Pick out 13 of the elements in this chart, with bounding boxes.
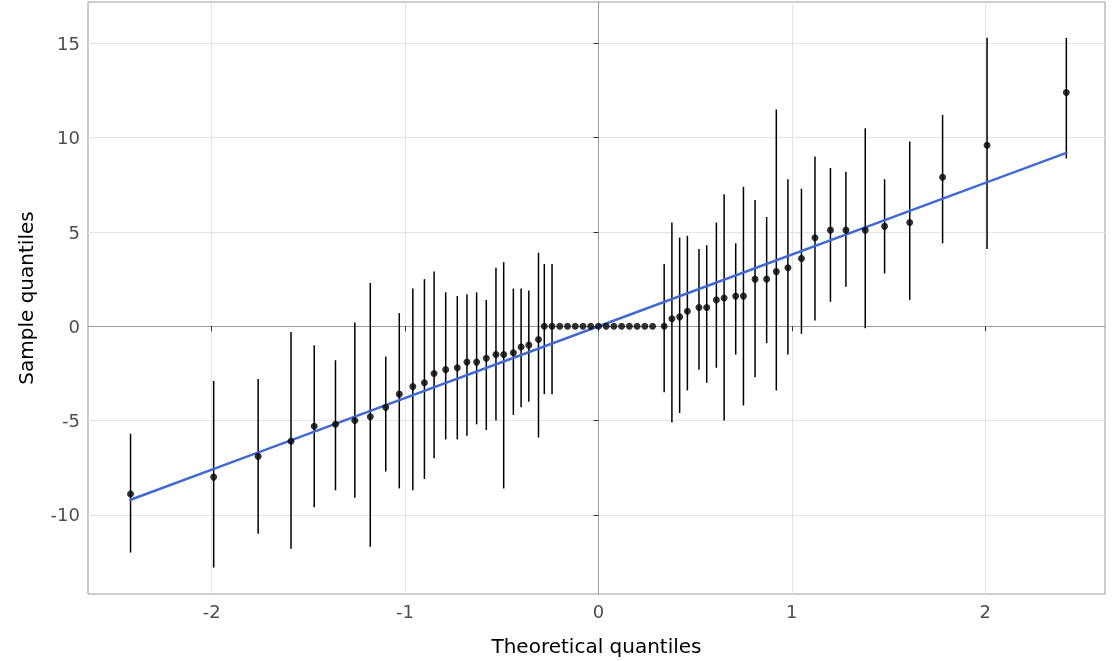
y-tick-label: -5 — [62, 410, 80, 432]
x-tick-label: 1 — [786, 600, 798, 622]
x-axis-title: Theoretical quantiles — [490, 634, 702, 658]
x-tick-label: -2 — [202, 600, 221, 622]
y-tick-label: -10 — [50, 504, 80, 526]
y-tick-label: 15 — [57, 32, 80, 54]
y-tick-label: 0 — [68, 315, 80, 337]
x-tick-label: -1 — [396, 600, 415, 622]
y-tick-label: 5 — [68, 221, 80, 243]
y-tick-label: 10 — [57, 127, 80, 149]
y-axis-title: Sample quantiles — [14, 211, 38, 385]
x-tick-label: 2 — [979, 600, 991, 622]
x-tick-label: 0 — [592, 600, 605, 622]
